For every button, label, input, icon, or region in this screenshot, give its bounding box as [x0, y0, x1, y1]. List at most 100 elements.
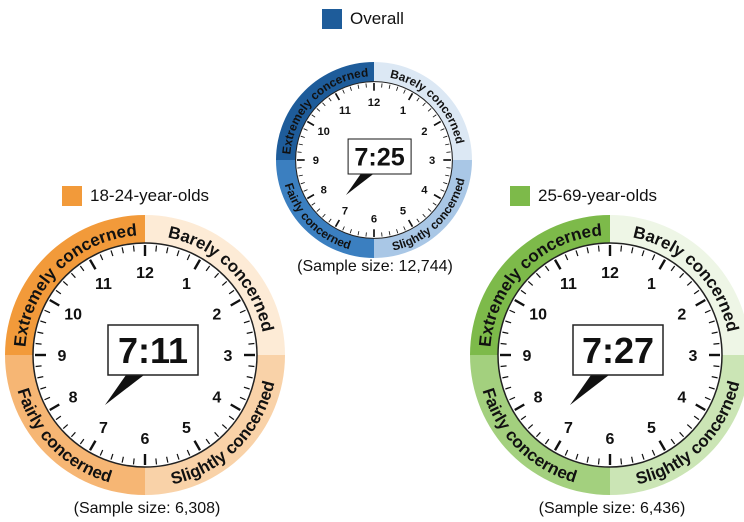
clock-tick — [328, 97, 332, 102]
legend-25-69: 25-69-year-olds — [510, 186, 657, 206]
sample-size-overall: (Sample size: 12,744) — [297, 258, 453, 275]
clock-tick — [396, 229, 399, 234]
clock-tick — [49, 298, 60, 307]
clock-tick — [349, 229, 352, 234]
clock-tick — [49, 403, 60, 412]
clock-tick — [527, 280, 534, 286]
clock-tick — [670, 265, 676, 272]
clock-tick — [502, 331, 509, 334]
clock-number: 9 — [313, 155, 319, 167]
clock-tick — [342, 226, 345, 231]
clock-tick — [221, 424, 228, 430]
clock-tick — [99, 449, 104, 456]
clock-tick — [176, 453, 180, 460]
clock-tick — [99, 254, 104, 261]
clock-number: 2 — [677, 307, 686, 324]
clock-tick — [298, 174, 303, 177]
clock-segment — [470, 215, 610, 355]
clock-tick — [248, 342, 255, 345]
legend-swatch-25-69 — [510, 186, 530, 206]
clock-tick — [443, 135, 448, 138]
clock-tick — [651, 254, 656, 261]
clock-tick — [575, 453, 579, 460]
clock-tick — [620, 458, 623, 465]
clock-number: 10 — [64, 307, 82, 324]
clock-tick — [535, 431, 541, 438]
clock-number: 4 — [421, 184, 428, 196]
clock-number: 11 — [95, 276, 112, 293]
clock-tick — [432, 114, 437, 118]
clock-tick — [306, 120, 315, 127]
clock-number: 3 — [689, 348, 698, 365]
clock-tick — [357, 231, 360, 236]
clock-tick — [440, 189, 445, 192]
clock-number: 6 — [371, 213, 377, 225]
clock-number: 12 — [136, 265, 154, 282]
clock-tick — [396, 86, 399, 91]
clock-tick — [658, 259, 667, 270]
clock-tick — [388, 231, 391, 236]
clock-tick — [121, 456, 124, 463]
clock-tick — [620, 245, 623, 252]
clock-tick — [176, 250, 180, 257]
clock-number: 5 — [400, 206, 406, 218]
clock-number: 10 — [317, 126, 329, 138]
clock-tick — [693, 289, 700, 295]
clock-tick — [334, 92, 341, 101]
clock-tick — [403, 89, 406, 94]
clock-tick — [708, 386, 715, 390]
clock-number: 1 — [182, 276, 191, 293]
clock-tick — [553, 440, 562, 451]
clock-tick — [407, 92, 414, 101]
clock-tick — [228, 415, 235, 421]
clock-tick — [243, 320, 250, 324]
clock-tick — [214, 431, 220, 438]
clock-tick — [193, 259, 202, 270]
time-value: 7:11 — [118, 330, 188, 371]
clock-tick — [88, 259, 97, 270]
clock-tick — [55, 289, 62, 295]
clock-number: 1 — [647, 276, 656, 293]
clock-tick — [316, 208, 321, 212]
clock-tick — [328, 218, 332, 223]
clock-tick — [205, 438, 211, 445]
clock-tick — [248, 365, 255, 368]
clock-number: 11 — [560, 276, 577, 293]
clock-segment — [610, 215, 744, 355]
clock-tick — [520, 415, 527, 421]
clock-tick — [37, 376, 44, 379]
clock-tick — [564, 254, 569, 261]
clock-tick — [70, 431, 76, 438]
clock-tick — [166, 456, 169, 463]
clock-tick — [544, 438, 550, 445]
clock-tick — [711, 376, 718, 379]
clock-segment — [610, 355, 744, 495]
clock-tick — [311, 114, 316, 118]
clock-segment — [374, 62, 472, 160]
clock-number: 10 — [529, 307, 547, 324]
legend-overall: Overall — [322, 9, 404, 29]
clock-tick — [433, 120, 442, 127]
clock-tick — [357, 84, 360, 89]
clock-tick — [230, 403, 241, 412]
clock-number: 5 — [647, 420, 656, 437]
clock-tick — [505, 320, 512, 324]
legend-label-25-69: 25-69-year-olds — [538, 186, 658, 205]
clock-tick — [693, 415, 700, 421]
clock-tick — [62, 280, 69, 286]
clock-segment — [145, 355, 285, 495]
clock-tick — [44, 309, 51, 314]
clock-tick — [535, 272, 541, 279]
clock-tick — [597, 245, 600, 252]
clock-tick — [110, 250, 114, 257]
clock-tick — [37, 331, 44, 334]
callout-pointer — [346, 174, 374, 195]
clock-tick — [427, 208, 432, 212]
clock-tick — [586, 456, 589, 463]
clock-tick — [349, 86, 352, 91]
legend-18-24: 18-24-year-olds — [62, 186, 209, 206]
clock-tick — [62, 424, 69, 430]
clock-tick — [155, 245, 158, 252]
clock-tick — [300, 182, 305, 185]
